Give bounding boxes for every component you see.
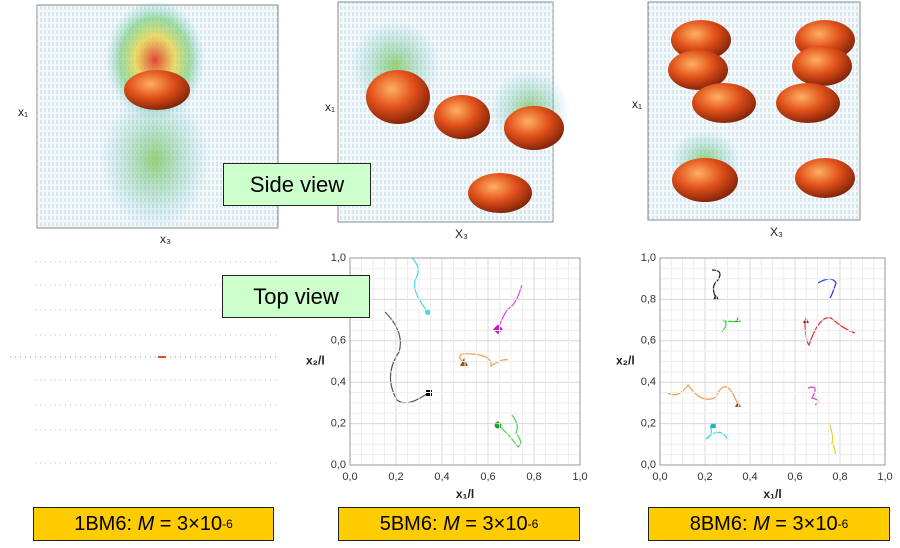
axis-label: x₁: [632, 97, 642, 111]
x-tick-label: 0,0: [342, 471, 357, 483]
figure: x₁ x₃ x₁ X₃ 0,0 0,2 0,4 0,6 0,8 1,0 0,0 0,2 0,4 0,6 0,…: [0, 0, 900, 548]
x-tick-label: 0,6: [787, 471, 802, 483]
side-view-image: [338, 2, 570, 222]
caption-exponent: -6: [528, 517, 539, 531]
axis-label: X₃: [455, 227, 468, 241]
x-tick-label: 0,0: [652, 471, 667, 483]
y-tick-label: 0,4: [331, 376, 346, 388]
y-tick-label: 0,6: [641, 335, 656, 347]
caption-symbol: M: [443, 513, 460, 536]
axis-label: x₁: [325, 100, 335, 114]
caption-name: 1BM6:: [74, 513, 137, 536]
x-tick-label: 1,0: [572, 471, 587, 483]
y-axis-label: x₂/l: [616, 354, 635, 368]
y-tick-label: 0,6: [331, 335, 346, 347]
x-axis-label: x₁/l: [456, 487, 474, 501]
side-view-label: Side view: [223, 163, 371, 206]
y-tick-label: 0,8: [641, 293, 656, 305]
caption-symbol: M: [753, 513, 770, 536]
x-tick-label: 0,6: [480, 471, 495, 483]
caption-symbol: M: [138, 513, 155, 536]
x-tick-label: 1,0: [877, 471, 892, 483]
y-tick-label: 0,2: [331, 418, 346, 430]
y-tick-label: 0,0: [331, 459, 346, 471]
y-tick-label: 0,2: [641, 418, 656, 430]
caption: 5BM6: M = 3×10-6: [338, 507, 580, 541]
top-view-label: Top view: [222, 275, 370, 318]
caption-name: 5BM6:: [380, 513, 443, 536]
caption-exponent: -6: [222, 517, 233, 531]
y-tick-label: 0,0: [641, 459, 656, 471]
x-tick-label: 0,8: [832, 471, 847, 483]
y-axis-label: x₂/l: [306, 354, 325, 368]
x-tick-label: 0,2: [697, 471, 712, 483]
y-tick-label: 1,0: [331, 252, 346, 264]
figure-graphics: x₁ x₃ x₁ X₃ 0,0 0,2 0,4 0,6 0,8 1,0 0,0 0,2 0,4 0,6 0,…: [0, 0, 900, 548]
axis-label: X₃: [770, 225, 783, 239]
side-view-image: [648, 2, 860, 220]
caption-value: = 3×10: [460, 513, 528, 536]
axis-label: x₃: [160, 232, 171, 246]
y-tick-label: 0,4: [641, 376, 656, 388]
x-tick-label: 0,8: [526, 471, 541, 483]
x-axis-label: x₁/l: [763, 487, 781, 501]
caption: 1BM6: M = 3×10-6: [33, 507, 274, 541]
caption-exponent: -6: [838, 517, 849, 531]
caption-value: = 3×10: [154, 513, 222, 536]
x-tick-label: 0,4: [742, 471, 757, 483]
axis-label: x₁: [18, 105, 28, 119]
caption: 8BM6: M = 3×10-6: [648, 507, 890, 541]
caption-name: 8BM6:: [690, 513, 753, 536]
caption-value: = 3×10: [770, 513, 838, 536]
x-tick-label: 0,2: [388, 471, 403, 483]
y-tick-label: 1,0: [641, 252, 656, 264]
x-tick-label: 0,4: [434, 471, 449, 483]
